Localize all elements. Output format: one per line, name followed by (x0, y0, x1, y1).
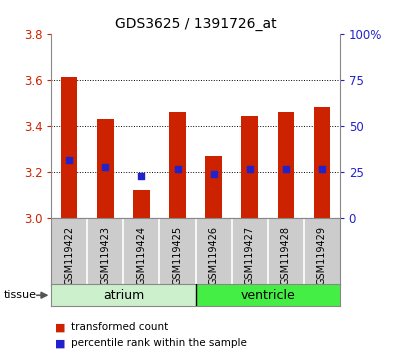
Point (138, 173, 145, 179)
Point (318, 167, 325, 172)
Bar (314, 107, 330, 218)
Bar (97, 119, 113, 218)
Text: ■: ■ (55, 322, 66, 332)
Point (174, 167, 181, 172)
Text: GSM119429: GSM119429 (317, 226, 327, 285)
Text: percentile rank within the sample: percentile rank within the sample (71, 338, 247, 348)
Text: transformed count: transformed count (71, 322, 168, 332)
Bar (241, 116, 258, 218)
Text: GSM119423: GSM119423 (100, 226, 111, 285)
Text: GSM119426: GSM119426 (209, 226, 218, 285)
Title: GDS3625 / 1391726_at: GDS3625 / 1391726_at (115, 17, 276, 31)
Bar (169, 112, 186, 218)
Bar (61, 78, 77, 218)
Bar (134, 190, 150, 218)
Text: ventricle: ventricle (240, 289, 295, 302)
Point (246, 167, 253, 172)
Point (102, 164, 109, 170)
Text: GSM119424: GSM119424 (136, 226, 147, 285)
Bar (196, 284, 340, 306)
Text: ■: ■ (55, 338, 66, 348)
Point (282, 167, 289, 172)
Text: GSM119427: GSM119427 (245, 226, 255, 285)
Point (66, 158, 73, 163)
Point (211, 171, 217, 177)
Bar (51, 284, 196, 306)
Bar (205, 156, 222, 218)
Text: GSM119422: GSM119422 (64, 226, 74, 285)
Text: GSM119425: GSM119425 (173, 226, 182, 285)
Bar (278, 112, 294, 218)
Text: GSM119428: GSM119428 (280, 226, 291, 285)
Text: tissue: tissue (4, 290, 37, 300)
Text: atrium: atrium (103, 289, 144, 302)
